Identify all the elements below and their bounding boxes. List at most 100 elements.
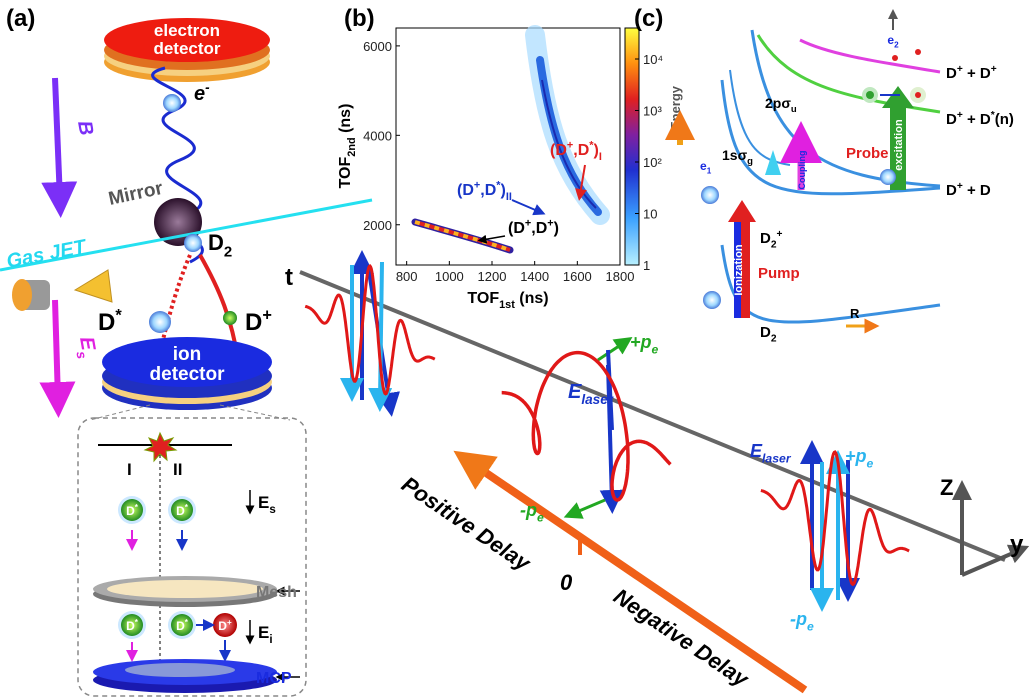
text-part: D <box>760 230 771 247</box>
text-part: + D <box>963 65 991 82</box>
subscript: s <box>73 350 89 360</box>
limit-label: D+ + D*(n) <box>946 110 1014 128</box>
detector-label: detector <box>150 364 226 385</box>
text-part: (D <box>457 182 474 199</box>
text-part: (D <box>508 220 525 237</box>
molecule <box>184 234 202 252</box>
x-tick-label: 1400 <box>520 269 549 284</box>
text-part: D <box>126 619 135 633</box>
nozzle <box>12 270 112 311</box>
momentum-arrow <box>598 342 625 360</box>
excited-atoms-part <box>915 92 921 98</box>
text-part: +p <box>845 446 867 466</box>
panel-a: (a) electron detector e- B Mirror D2 Gas… <box>0 5 372 696</box>
mcp <box>93 659 277 693</box>
colorbar-tick-label: 1 <box>643 258 650 273</box>
ionization-label: Ionization <box>733 244 745 296</box>
state-label: D2+ <box>760 229 783 251</box>
text-part: ,D <box>480 182 496 199</box>
excited-label: D* <box>98 306 122 336</box>
colorbar-tick-label: 10⁴ <box>643 52 663 67</box>
momentum-label: +pe <box>630 332 659 356</box>
subscript: g <box>747 156 753 167</box>
text-part: e <box>194 83 205 105</box>
subscript: e <box>807 619 814 633</box>
panel-c: (c) Energy e2 D+ + D+ D+ + D*(n) D+ + D … <box>634 5 1014 345</box>
e-field-label: Es <box>71 335 100 361</box>
subscript: e <box>652 342 659 356</box>
superscript: + <box>777 229 783 240</box>
panel-label: (a) <box>6 5 35 32</box>
laser-pulse <box>502 353 671 500</box>
detector-label: ion <box>173 344 202 365</box>
superscript: * <box>115 306 122 324</box>
subscript: II <box>506 191 512 203</box>
text-part: E <box>258 493 269 512</box>
molecule-cloud <box>703 291 721 309</box>
electron-label: e- <box>194 80 210 105</box>
text-part: E <box>568 381 582 403</box>
text-part: (ns) <box>337 104 354 138</box>
colorbar-tick-label: 10² <box>643 155 662 170</box>
x-tick-label: 1800 <box>606 269 635 284</box>
panel-label: (b) <box>344 5 375 32</box>
laser-pulse <box>761 452 909 584</box>
pump-label: Pump <box>758 265 800 282</box>
gas-jet-label: Gas JET <box>5 236 90 273</box>
pump-probe-scheme: t Positive Delay 0 Negative Delay Z y +p… <box>285 262 1024 693</box>
subscript: 1st <box>499 299 515 311</box>
subscript: laser <box>581 392 613 407</box>
curve-dd <box>800 40 940 72</box>
ion-cloud <box>880 169 896 185</box>
mcp-part <box>125 663 235 677</box>
superscript: + <box>262 306 272 324</box>
text-part: -p <box>790 609 807 629</box>
b-field-arrow <box>55 78 60 200</box>
text-part: D <box>176 619 185 633</box>
text-part: + D <box>963 182 991 199</box>
subscript: I <box>599 151 602 163</box>
text-part: (D <box>550 142 567 159</box>
text-part: TOF <box>337 156 354 188</box>
nozzle-part <box>12 279 32 311</box>
subscript: e <box>867 456 874 470</box>
x-tick-label: 1600 <box>563 269 592 284</box>
subscript: 2 <box>771 334 777 345</box>
text-part: -p <box>520 500 537 520</box>
momentum-arrow <box>572 500 605 514</box>
b-field-label: B <box>73 119 97 137</box>
field-label: Elaser <box>750 441 792 465</box>
delay-axis <box>470 462 805 690</box>
text-part: E <box>258 623 269 642</box>
time-axis <box>300 272 1005 560</box>
mirror-label: Mirror <box>107 178 166 210</box>
page: (a) electron detector e- B Mirror D2 Gas… <box>0 0 1033 700</box>
subscript: 2 <box>224 244 232 261</box>
text-part: D <box>946 65 957 82</box>
text-part: D <box>98 309 115 336</box>
energy-label: Energy <box>668 85 683 130</box>
curve-1s <box>722 80 940 194</box>
y-tick-label: 6000 <box>363 39 392 54</box>
subscript: laser <box>762 451 792 465</box>
channel-label: I <box>127 460 132 479</box>
text-part: D <box>208 230 224 255</box>
superscript: + <box>227 618 232 627</box>
mesh <box>93 576 277 607</box>
state-label: 2pσu <box>765 95 797 115</box>
time-label: t <box>285 264 293 291</box>
coordinate-label: R <box>850 306 860 321</box>
limit-label: D+ + D <box>946 181 991 199</box>
field-label: Ei <box>258 623 273 646</box>
text-part: (n) <box>995 111 1014 128</box>
delay-label: Positive Delay <box>397 471 536 576</box>
coupling-label: Coupling <box>797 151 807 190</box>
colorbar-tick-label: 10³ <box>643 104 662 119</box>
panel-b: (b) TOF2nd (ns) TOF1st (ns) (D+,D*)I (D+… <box>337 5 663 311</box>
x-tick-label: 1000 <box>435 269 464 284</box>
mcp-label: MCP <box>256 670 292 687</box>
excited-atoms-part <box>866 91 874 99</box>
text-part: D <box>946 182 957 199</box>
electron <box>163 94 181 112</box>
detector-label: detector <box>153 39 220 58</box>
